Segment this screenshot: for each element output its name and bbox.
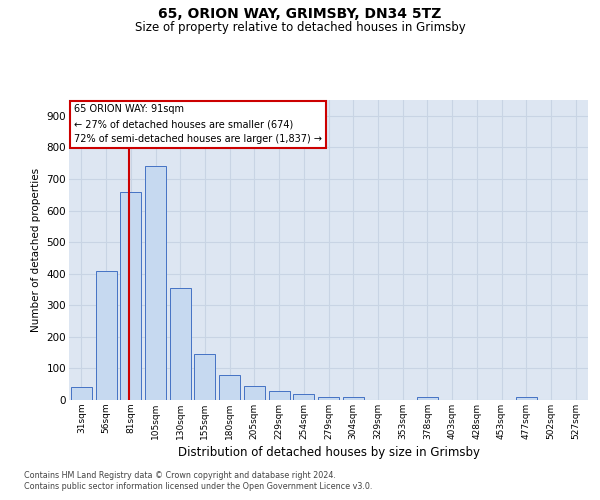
Bar <box>95 270 116 400</box>
Text: Contains public sector information licensed under the Open Government Licence v3: Contains public sector information licen… <box>24 482 373 491</box>
Bar <box>318 397 339 400</box>
Bar <box>145 166 166 400</box>
Y-axis label: Number of detached properties: Number of detached properties <box>31 168 41 332</box>
Bar <box>244 386 265 400</box>
Text: Contains HM Land Registry data © Crown copyright and database right 2024.: Contains HM Land Registry data © Crown c… <box>24 471 336 480</box>
Bar <box>343 397 364 400</box>
Text: Size of property relative to detached houses in Grimsby: Size of property relative to detached ho… <box>134 21 466 34</box>
Bar <box>269 390 290 400</box>
Bar <box>170 288 191 400</box>
Bar <box>293 394 314 400</box>
Bar <box>417 397 438 400</box>
Bar <box>219 374 240 400</box>
Bar <box>194 354 215 400</box>
Bar <box>516 397 537 400</box>
X-axis label: Distribution of detached houses by size in Grimsby: Distribution of detached houses by size … <box>178 446 479 459</box>
Text: 65, ORION WAY, GRIMSBY, DN34 5TZ: 65, ORION WAY, GRIMSBY, DN34 5TZ <box>158 8 442 22</box>
Bar <box>71 386 92 400</box>
Bar <box>120 192 141 400</box>
Text: 65 ORION WAY: 91sqm
← 27% of detached houses are smaller (674)
72% of semi-detac: 65 ORION WAY: 91sqm ← 27% of detached ho… <box>74 104 322 144</box>
